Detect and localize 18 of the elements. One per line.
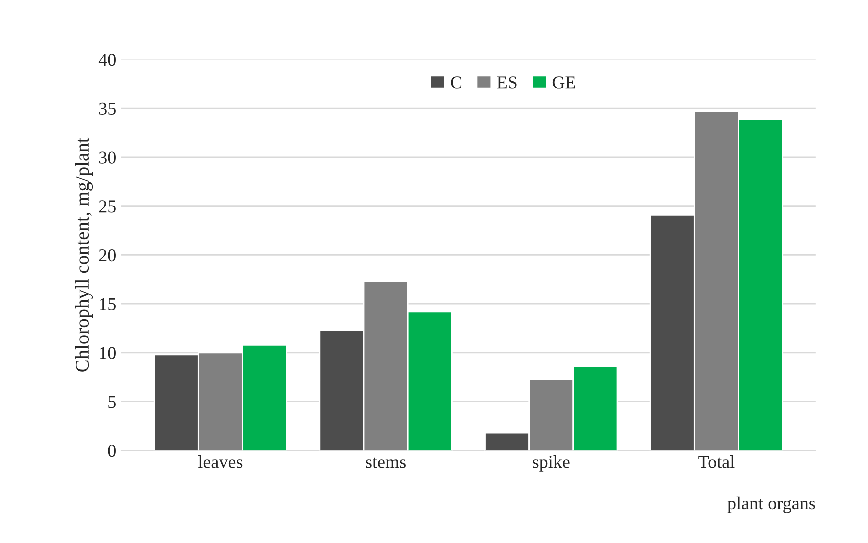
x-tick-label: stems xyxy=(366,458,406,468)
x-tick-label: leaves xyxy=(198,456,243,468)
y-tick-label: 0 xyxy=(108,444,116,458)
y-tick-label: 15 xyxy=(100,298,116,311)
y-tick-label: 5 xyxy=(108,396,116,408)
legend-label: C xyxy=(451,76,462,89)
y-tick-label: 10 xyxy=(100,347,116,360)
legend-label: GE xyxy=(552,76,576,89)
legend-label: ES xyxy=(497,76,517,89)
y-tick-label: 35 xyxy=(99,102,116,116)
y-tick-label: 20 xyxy=(99,249,116,262)
y-tick-label: 30 xyxy=(99,152,116,164)
x-tick-label: Total xyxy=(698,456,735,468)
x-axis-title: plant organs xyxy=(728,496,816,514)
x-tick-label: spike xyxy=(533,456,570,472)
y-axis-title: Chlorophyll content, mg/plant xyxy=(75,138,94,372)
y-tick-label: 25 xyxy=(99,200,116,213)
y-tick-label: 40 xyxy=(98,54,116,66)
